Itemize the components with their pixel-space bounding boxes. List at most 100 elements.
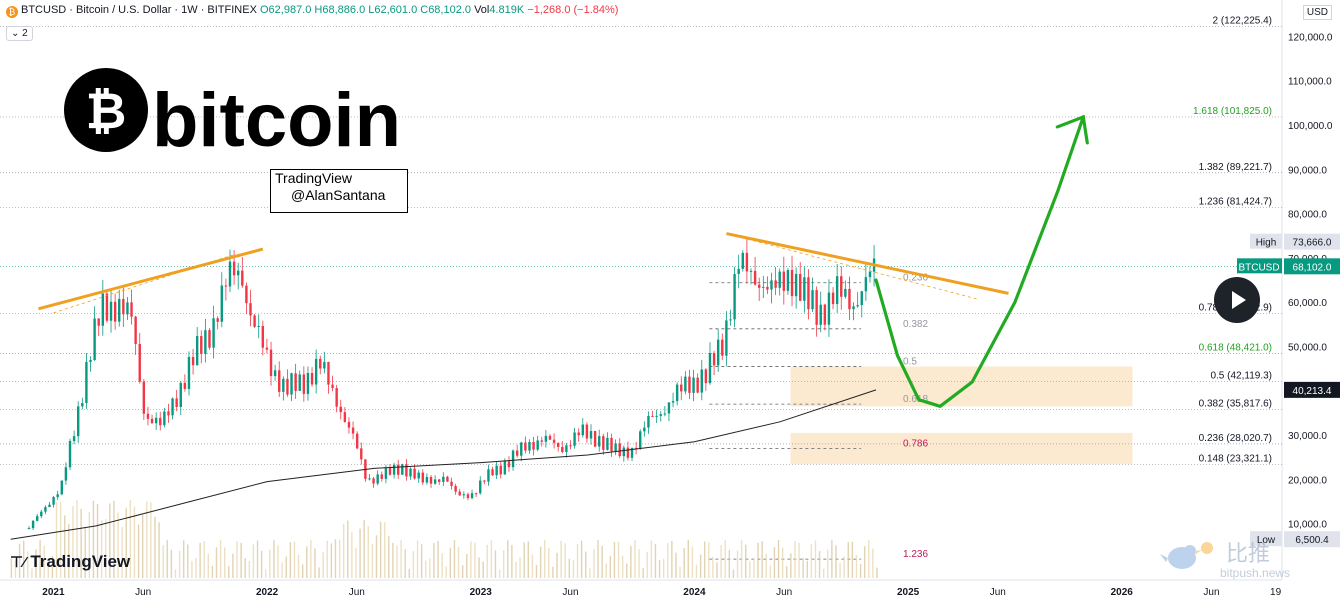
- volume-bar: [437, 541, 439, 578]
- candle-body: [327, 361, 330, 385]
- volume-bar: [72, 506, 74, 578]
- candle-body: [413, 468, 416, 479]
- candle-body: [524, 442, 527, 451]
- play-button[interactable]: [1214, 277, 1260, 323]
- candle-body: [388, 468, 392, 475]
- candle-body: [499, 465, 502, 475]
- volume-bar: [572, 560, 575, 578]
- volume-bar: [786, 566, 788, 578]
- volume-bar: [355, 547, 357, 578]
- volume-bar: [154, 516, 156, 578]
- volume-bar: [384, 522, 386, 578]
- x-tick-label: Jun: [990, 587, 1006, 598]
- candle-body: [265, 347, 269, 350]
- fib-level-label: 0.618 (48,421.0): [1199, 343, 1272, 354]
- candle-body: [667, 402, 671, 414]
- credit-line-2: @AlanSantana: [291, 187, 386, 203]
- low-tag: Low: [1257, 535, 1276, 546]
- candle-body: [208, 330, 211, 348]
- x-tick-label: 2026: [1111, 587, 1134, 598]
- volume-label: Vol: [474, 4, 490, 16]
- volume-bar: [605, 563, 607, 578]
- chart-title[interactable]: BTCUSD · Bitcoin / U.S. Dollar · 1W · BI…: [21, 4, 257, 16]
- candle-body: [347, 421, 351, 428]
- fib-short-label: 1.236: [903, 549, 928, 560]
- currency-label[interactable]: USD: [1302, 5, 1332, 20]
- candle-body: [610, 437, 613, 452]
- tradingview-logo: ⊤⁄ TradingView: [10, 552, 130, 572]
- volume-bar: [125, 508, 127, 578]
- candle-body: [737, 268, 740, 274]
- candle-body: [417, 472, 420, 479]
- volume-bar: [769, 565, 772, 578]
- candle-body: [159, 417, 162, 426]
- volume-bar: [203, 541, 205, 578]
- candle-body: [753, 270, 757, 285]
- candle-body: [429, 477, 433, 484]
- volume-bar: [27, 551, 29, 578]
- candle-body: [540, 440, 543, 442]
- candle-body: [179, 382, 182, 407]
- x-tick-label: Jun: [1203, 587, 1219, 598]
- candle-body: [462, 494, 466, 496]
- candle-body: [479, 480, 482, 494]
- x-tick-label: 2021: [42, 587, 65, 598]
- volume-bar: [129, 500, 132, 578]
- candle-body: [257, 325, 260, 327]
- candle-body: [831, 292, 835, 305]
- volume-bar: [502, 550, 505, 578]
- volume-bar: [749, 561, 751, 578]
- candle-body: [688, 376, 691, 393]
- volume-bar: [466, 554, 468, 578]
- volume-bar: [843, 556, 845, 578]
- volume-bar: [207, 553, 209, 578]
- candle-body: [52, 497, 55, 505]
- candle-body: [27, 528, 31, 530]
- candle-body: [241, 270, 244, 286]
- candle-body: [799, 274, 802, 301]
- y-tick-label: 50,000.0: [1288, 343, 1327, 354]
- volume-bar: [109, 503, 111, 578]
- candle-body: [31, 520, 35, 529]
- volume-bar: [68, 523, 70, 578]
- candle-body: [376, 474, 379, 484]
- volume-bar: [420, 544, 423, 578]
- volume-bar: [199, 542, 201, 578]
- candle-body: [146, 413, 150, 419]
- volume-bar: [626, 563, 628, 578]
- low-tag-bg: [1250, 531, 1282, 547]
- fib-level-label: 1.618 (101,825.0): [1193, 106, 1272, 117]
- volume-bar: [277, 545, 279, 578]
- ma-value-tag-bg: [1284, 381, 1340, 398]
- volume-bar: [178, 550, 181, 578]
- candle-body: [532, 441, 535, 450]
- volume-bar: [650, 540, 653, 578]
- candle-body: [56, 494, 59, 498]
- volume-bar: [720, 545, 722, 578]
- fib-level-label: 0.382 (35,817.6): [1199, 398, 1272, 409]
- candle-body: [745, 252, 749, 272]
- candle-body: [195, 336, 199, 366]
- volume-bar: [708, 542, 710, 578]
- volume-bar: [531, 554, 534, 578]
- volume-bar: [301, 564, 304, 578]
- candle-body: [401, 464, 404, 475]
- candle-body: [741, 252, 744, 269]
- candle-body: [643, 427, 646, 432]
- y-tick-label: 10,000.0: [1288, 520, 1327, 531]
- volume-bar: [248, 561, 251, 578]
- watermark-cn: 比推: [1226, 542, 1271, 567]
- fib-short-label: 0.382: [903, 319, 928, 330]
- candle-body: [770, 280, 773, 290]
- candle-body: [171, 398, 174, 416]
- indicators-toggle[interactable]: ⌄ 2: [6, 26, 33, 41]
- volume-bar: [359, 528, 361, 578]
- candle-body: [314, 358, 318, 385]
- volume-bar: [260, 550, 263, 578]
- candle-body: [360, 448, 363, 460]
- bird-icon: [1160, 542, 1213, 569]
- candle-body: [269, 349, 273, 377]
- candle-body: [40, 511, 43, 517]
- candle-body: [663, 413, 667, 415]
